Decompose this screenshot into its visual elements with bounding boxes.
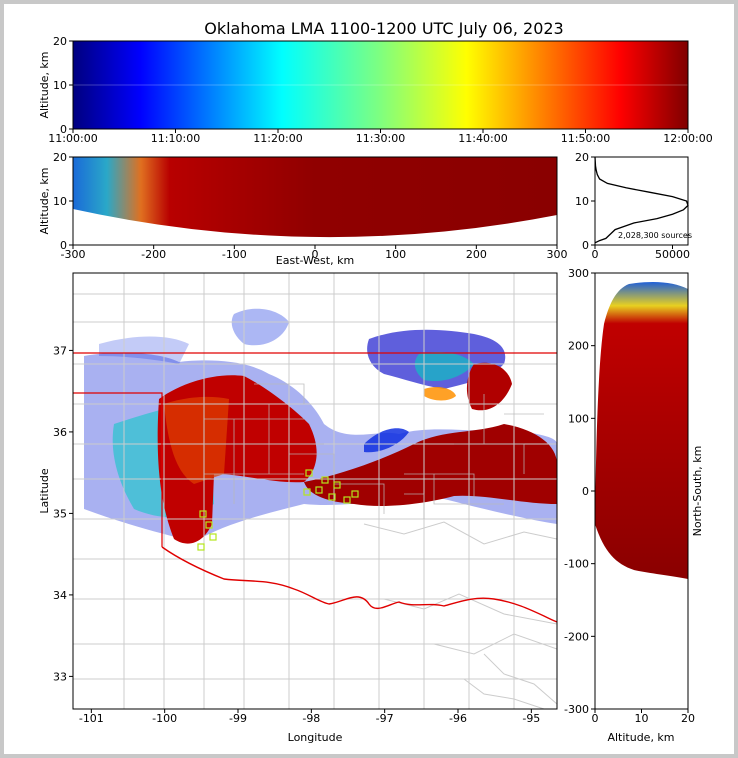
map-xtick-label: -99 <box>229 712 247 725</box>
ew-height-xtick-label: 0 <box>312 248 319 261</box>
histogram-xtick-label: 50000 <box>655 248 690 261</box>
histogram-panel: 2,028,300 sources 0 50000 0 10 20 <box>575 151 692 261</box>
time-height-xtick-label: 11:10:00 <box>151 132 200 145</box>
time-height-xtick-label: 11:20:00 <box>253 132 302 145</box>
ew-height-ytick-label: 20 <box>53 151 67 164</box>
ns-height-ytick-label: 0 <box>582 485 589 498</box>
ew-height-ytick-label: 10 <box>53 195 67 208</box>
ns-height-ytick-label: 200 <box>568 340 589 353</box>
map-xtick-label: -96 <box>449 712 467 725</box>
map-xlabel: Longitude <box>288 731 343 744</box>
ew-height-panel: Altitude, km East-West, km -300 -200 -100 0… <box>38 151 568 267</box>
ns-height-ytick-label: -100 <box>564 558 589 571</box>
ns-height-ytick-label: 100 <box>568 412 589 425</box>
figure-frame: Oklahoma LMA 1100-1200 UTC July 06, 2023… <box>4 4 734 754</box>
ew-height-ylabel: Altitude, km <box>38 167 51 234</box>
time-height-xtick-label: 11:50:00 <box>561 132 610 145</box>
time-height-xtick-label: 11:40:00 <box>458 132 507 145</box>
time-height-ylabel: Altitude, km <box>38 51 51 118</box>
time-height-panel: Altitude, km 11:00:00 11:10:00 11:20:00 11:… <box>38 35 713 145</box>
map-ytick-label: 33 <box>53 670 67 683</box>
map-ytick-label: 36 <box>53 426 67 439</box>
lma-figure: Oklahoma LMA 1100-1200 UTC July 06, 2023… <box>4 4 734 754</box>
time-height-xtick-label: 11:30:00 <box>356 132 405 145</box>
ns-height-panel: Altitude, km North-South, km 0 10 20 -300 -2… <box>564 267 704 744</box>
ns-height-ylabel: North-South, km <box>691 446 704 537</box>
histogram-annotation: 2,028,300 sources <box>618 231 692 240</box>
map-xtick-label: -100 <box>152 712 177 725</box>
map-ylabel: Latitude <box>38 468 51 514</box>
time-height-xtick-label: 11:00:00 <box>48 132 97 145</box>
time-height-ytick-label: 20 <box>53 35 67 48</box>
ns-height-ytick-label: -200 <box>564 630 589 643</box>
map-ytick-label: 37 <box>53 344 67 357</box>
chart-title: Oklahoma LMA 1100-1200 UTC July 06, 2023 <box>204 19 563 38</box>
ns-height-xlabel: Altitude, km <box>607 731 674 744</box>
ew-height-xtick-label: 100 <box>385 248 406 261</box>
ns-height-xtick-label: 10 <box>635 712 649 725</box>
histogram-xtick-label: 0 <box>592 248 599 261</box>
map-xtick-label: -97 <box>376 712 394 725</box>
map-xtick-label: -98 <box>302 712 320 725</box>
ns-height-ytick-label: -300 <box>564 703 589 716</box>
ew-height-xtick-label: -200 <box>141 248 166 261</box>
histogram-ytick-label: 0 <box>582 239 589 252</box>
map-xtick-label: -101 <box>79 712 104 725</box>
ns-height-xtick-label: 0 <box>592 712 599 725</box>
map-xtick-label: -95 <box>522 712 540 725</box>
ew-height-xtick-label: -100 <box>222 248 247 261</box>
map-panel: Latitude Longitude -101 -100 -99 -98 -97 -96 -… <box>38 273 557 744</box>
time-height-xtick-label: 12:00:00 <box>663 132 712 145</box>
ns-height-sources <box>595 282 688 579</box>
ew-height-sources <box>73 157 557 237</box>
ns-height-ytick-label: 300 <box>568 267 589 280</box>
time-height-ytick-label: 10 <box>53 79 67 92</box>
ew-height-xtick-label: 200 <box>466 248 487 261</box>
map-ytick-label: 35 <box>53 507 67 520</box>
histogram-ytick-label: 10 <box>575 195 589 208</box>
ew-height-xtick-label: 300 <box>547 248 568 261</box>
ew-height-ytick-label: 0 <box>60 239 67 252</box>
ns-height-xtick-label: 20 <box>681 712 695 725</box>
time-height-ytick-label: 0 <box>60 123 67 136</box>
map-ytick-label: 34 <box>53 589 67 602</box>
histogram-ytick-label: 20 <box>575 151 589 164</box>
